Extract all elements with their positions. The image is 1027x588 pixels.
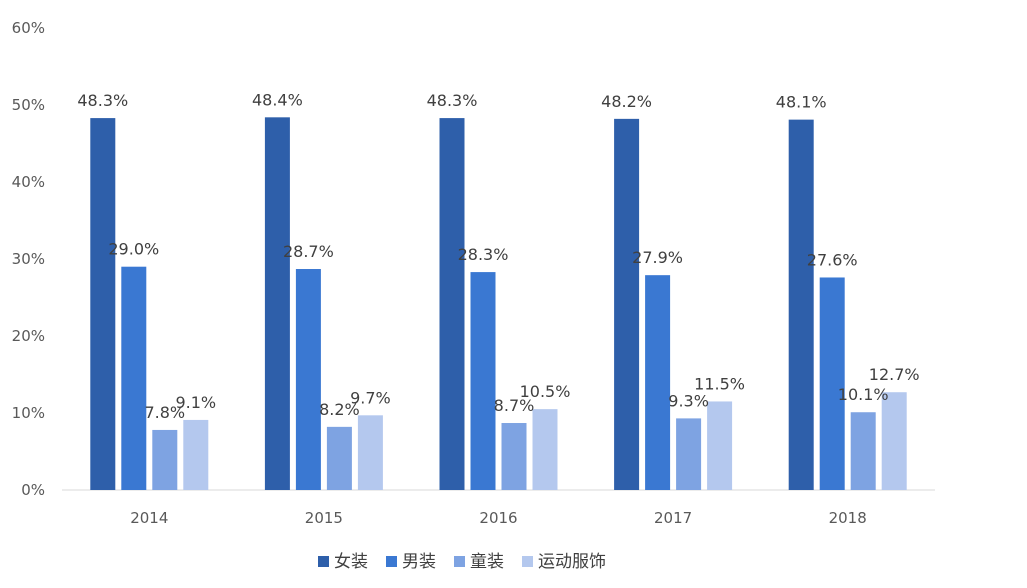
bar-2017-s3 [707,401,733,490]
bar-2016-s1 [470,272,496,490]
x-tick-label: 2016 [479,509,517,527]
data-labels: 48.3% 29.0% 7.8%9.1% 48.4% 28.7% 8.2%9.7% 48.3… [77,90,919,422]
data-label: 10.5% [520,382,571,401]
data-label: 48.1% [776,93,827,112]
legend-label: 运动服饰 [538,552,606,572]
bar-2014-s2 [152,429,178,490]
legend-swatch [318,556,329,567]
x-axis: 2014 2015 2016 2017 2018 [130,509,867,527]
x-tick-label: 2017 [654,509,692,527]
legend: 女装 男装 童装 运动服饰 [318,552,606,572]
bar-2015-s1 [295,269,321,490]
y-tick-label: 10% [12,404,45,422]
data-label: 48.3% [427,91,478,110]
legend-swatch [522,556,533,567]
bar-2015-s2 [326,426,352,490]
bar-2014-s1 [121,266,147,490]
bar-2016-s2 [501,423,527,490]
legend-swatch [386,556,397,567]
data-label: 9.7% [350,388,391,407]
legend-swatch [454,556,465,567]
x-tick-label: 2015 [305,509,343,527]
y-axis: 0% 10% 20% 30% 40% 50% 60% [12,19,45,499]
bars [90,117,907,491]
data-label: 9.1% [175,393,216,412]
x-tick-label: 2018 [829,509,867,527]
data-label: 10.1% [838,385,889,404]
y-tick-label: 60% [12,19,45,37]
data-label: 28.7% [283,242,334,261]
data-label: 27.6% [807,250,858,269]
data-label: 28.3% [458,245,509,264]
bar-2018-s2 [850,412,876,490]
data-label: 48.4% [252,90,303,109]
data-label: 7.8% [144,403,185,422]
data-label: 29.0% [108,240,159,259]
bar-2018-s3 [881,392,907,490]
legend-label: 男装 [402,552,436,572]
bar-2015-s0 [264,117,290,490]
bar-2018-s1 [819,277,845,490]
data-label: 11.5% [694,374,745,393]
y-tick-label: 40% [12,173,45,191]
y-tick-label: 0% [21,481,45,499]
data-label: 48.2% [601,92,652,111]
bar-2017-s1 [645,275,671,490]
x-tick-label: 2014 [130,509,168,527]
bar-2016-s0 [439,118,465,490]
y-tick-label: 30% [12,250,45,268]
bar-2016-s3 [532,409,558,490]
data-label: 9.3% [668,391,709,410]
legend-label: 童装 [470,552,504,572]
bar-2015-s3 [357,415,383,490]
bar-2014-s0 [90,118,116,490]
data-label: 12.7% [869,365,920,384]
y-tick-label: 50% [12,96,45,114]
legend-label: 女装 [334,552,368,572]
y-tick-label: 20% [12,327,45,345]
bar-2017-s2 [676,418,702,490]
bar-2014-s3 [183,419,209,490]
bar-2018-s0 [788,119,814,490]
data-label: 8.2% [319,400,360,419]
data-label: 8.7% [494,396,535,415]
data-label: 48.3% [77,91,128,110]
data-label: 27.9% [632,248,683,267]
bar-2017-s0 [614,118,640,491]
